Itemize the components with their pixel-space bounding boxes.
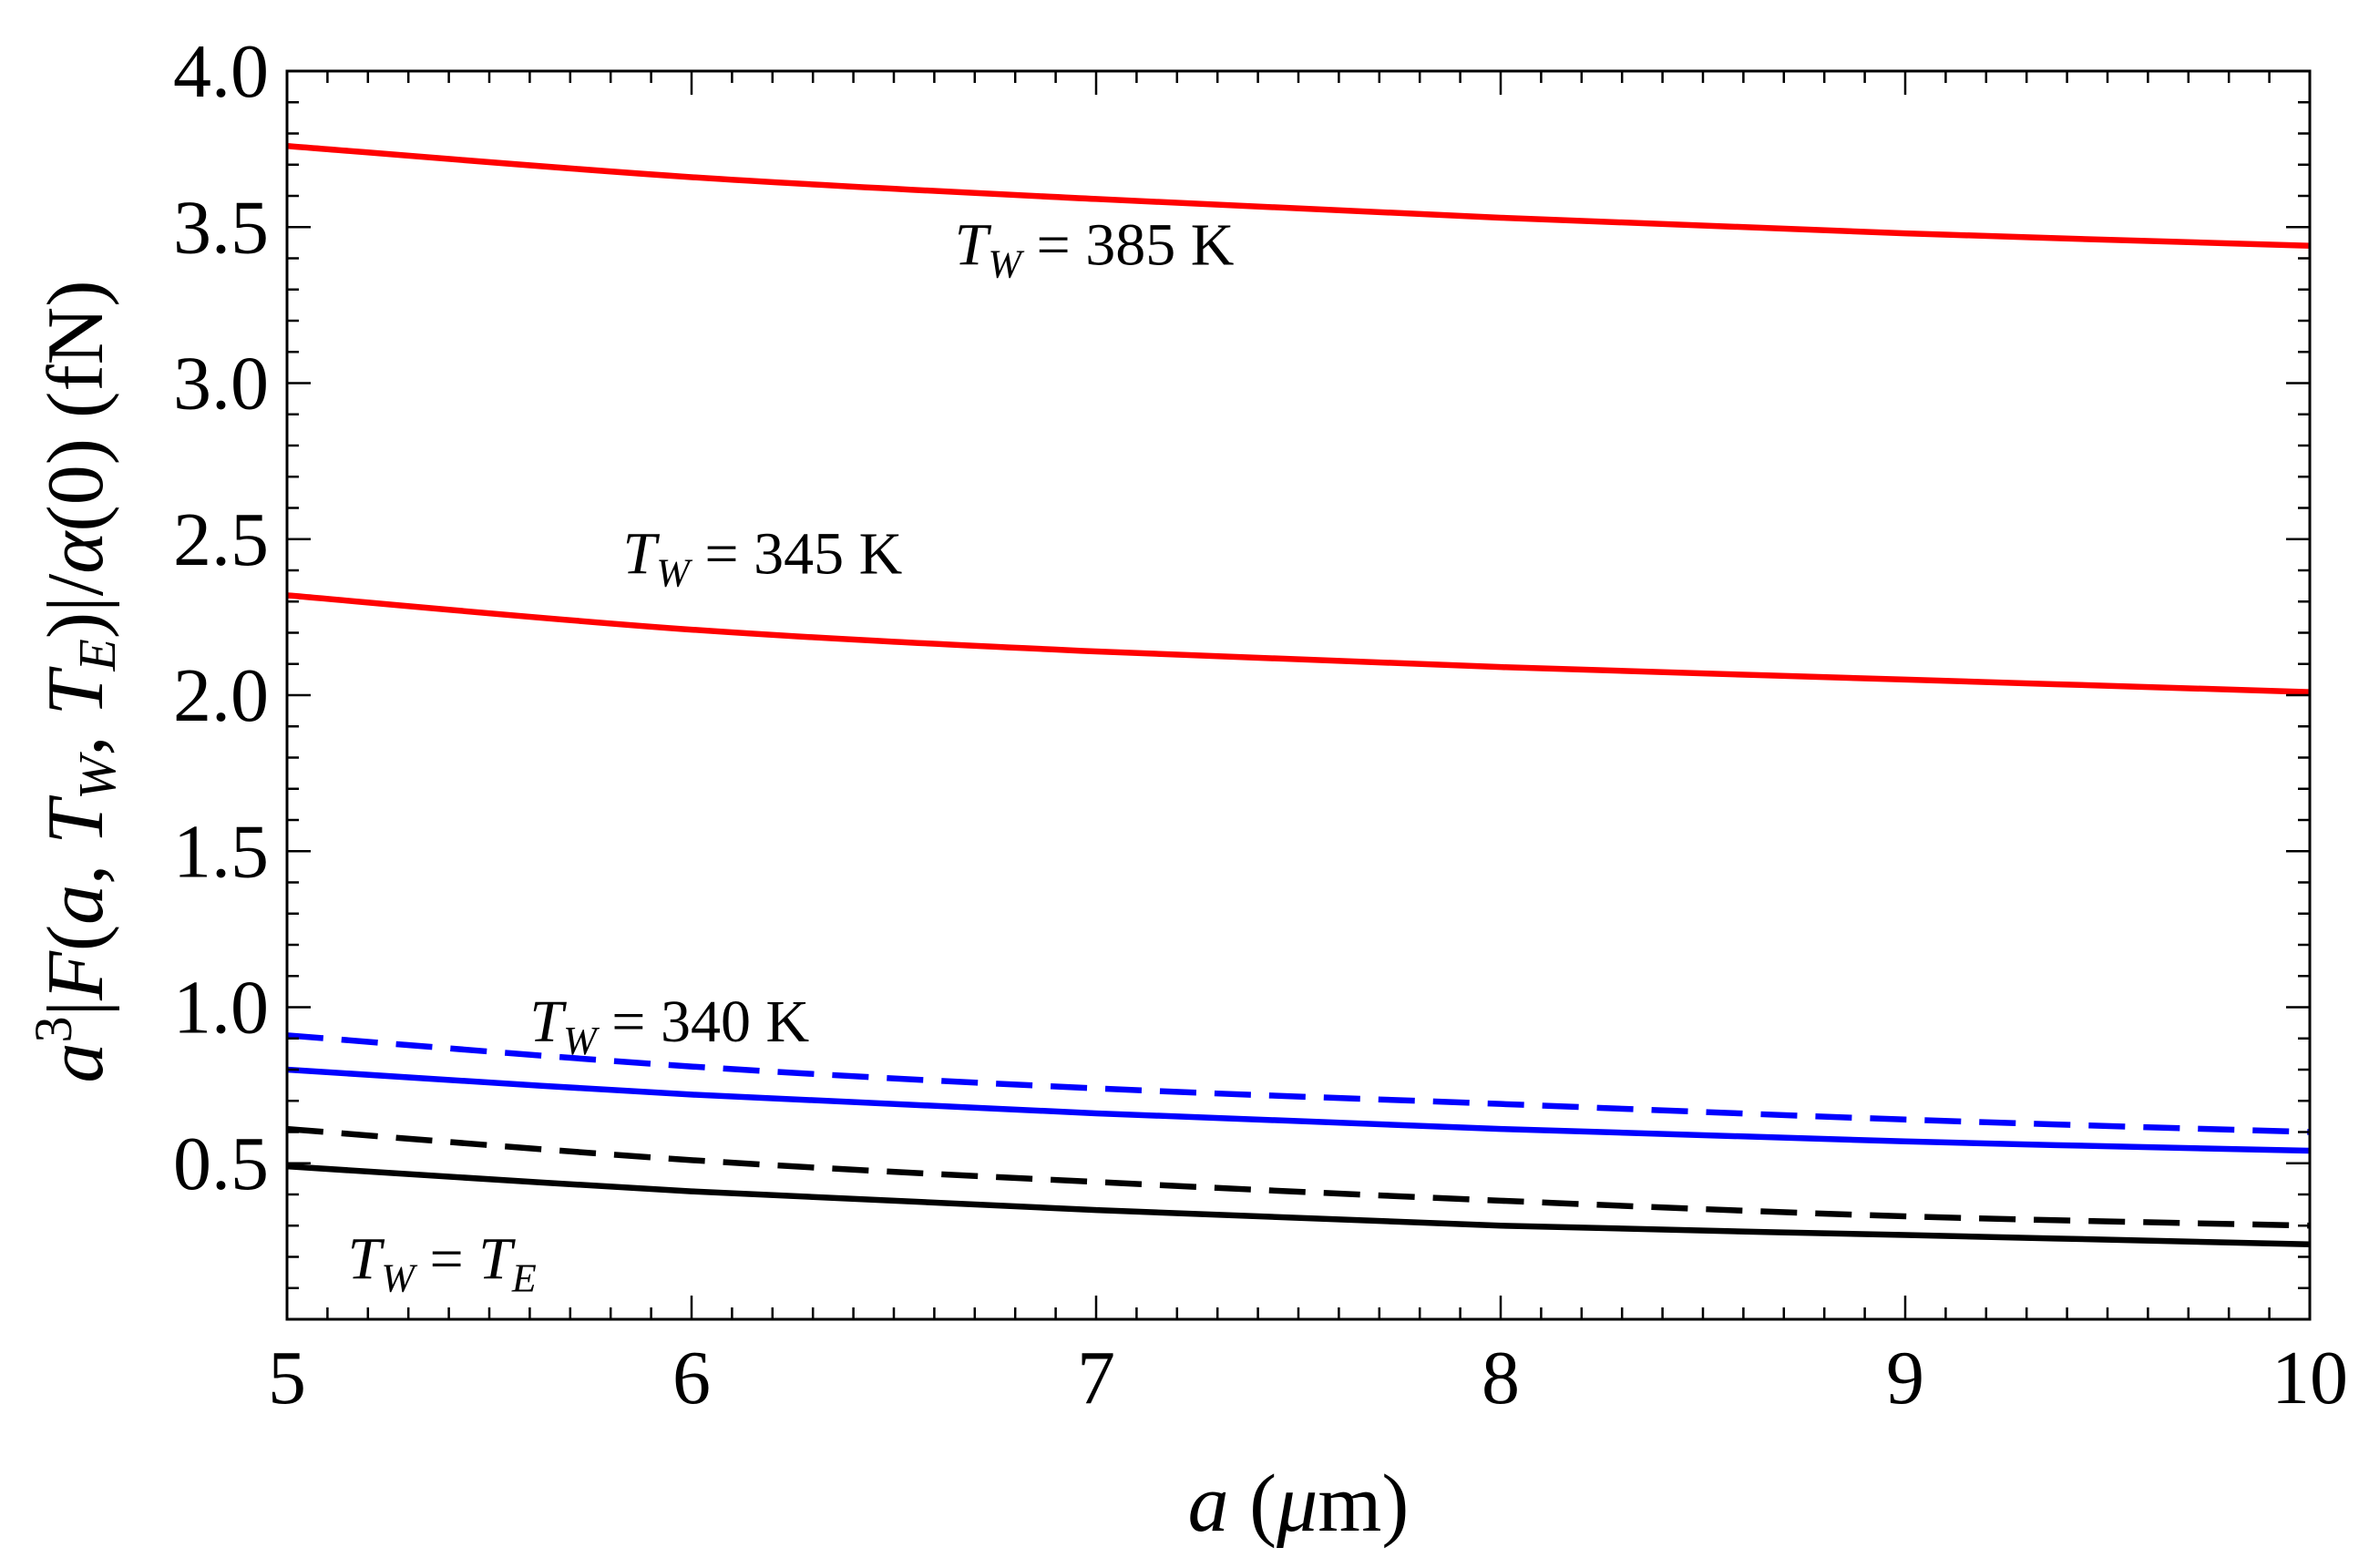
x-tick-label-1: 6 <box>672 1336 711 1420</box>
y-axis-title: a3|F(a, TW, TE)|/α(0) (fN) <box>24 280 127 1082</box>
series-line-5 <box>286 1163 2311 1248</box>
y-tick-label-7: 4.0 <box>173 29 269 114</box>
ticks-layer <box>285 69 2312 1321</box>
labels-layer: 5 6 7 8 9 10 0.5 1.0 1.5 2.0 2.5 3.0 3.5 4.0 TW = 385 … <box>173 29 2348 1420</box>
annotation-tE: TW = TE <box>348 1225 537 1300</box>
series-layer <box>286 142 2311 1248</box>
plot-frame <box>285 69 2312 1321</box>
series-line-3 <box>286 1066 2311 1154</box>
y-tick-label-3: 2.0 <box>173 653 269 738</box>
y-tick-label-6: 3.5 <box>173 185 269 270</box>
series-line-2 <box>286 1032 2311 1135</box>
annotation-t340: TW = 340 K <box>529 989 809 1063</box>
series-line-0 <box>286 142 2311 250</box>
x-tick-label-3: 8 <box>1482 1336 1520 1420</box>
x-tick-label-4: 9 <box>1886 1336 1924 1420</box>
x-axis-title: a (μm) <box>1188 1459 1410 1549</box>
x-tick-label-5: 10 <box>2272 1336 2348 1420</box>
annotation-t385: TW = 385 K <box>955 211 1235 286</box>
series-line-4 <box>286 1125 2311 1229</box>
y-tick-label-5: 3.0 <box>173 342 269 426</box>
series-line-1 <box>286 592 2311 695</box>
x-tick-label-2: 7 <box>1077 1336 1115 1420</box>
x-tick-label-0: 5 <box>268 1336 306 1420</box>
y-tick-label-2: 1.5 <box>173 809 269 894</box>
y-tick-label-4: 2.5 <box>173 497 269 582</box>
annotation-t345: TW = 345 K <box>623 520 903 595</box>
y-tick-label-1: 1.0 <box>173 966 269 1050</box>
y-tick-label-0: 0.5 <box>173 1122 269 1206</box>
